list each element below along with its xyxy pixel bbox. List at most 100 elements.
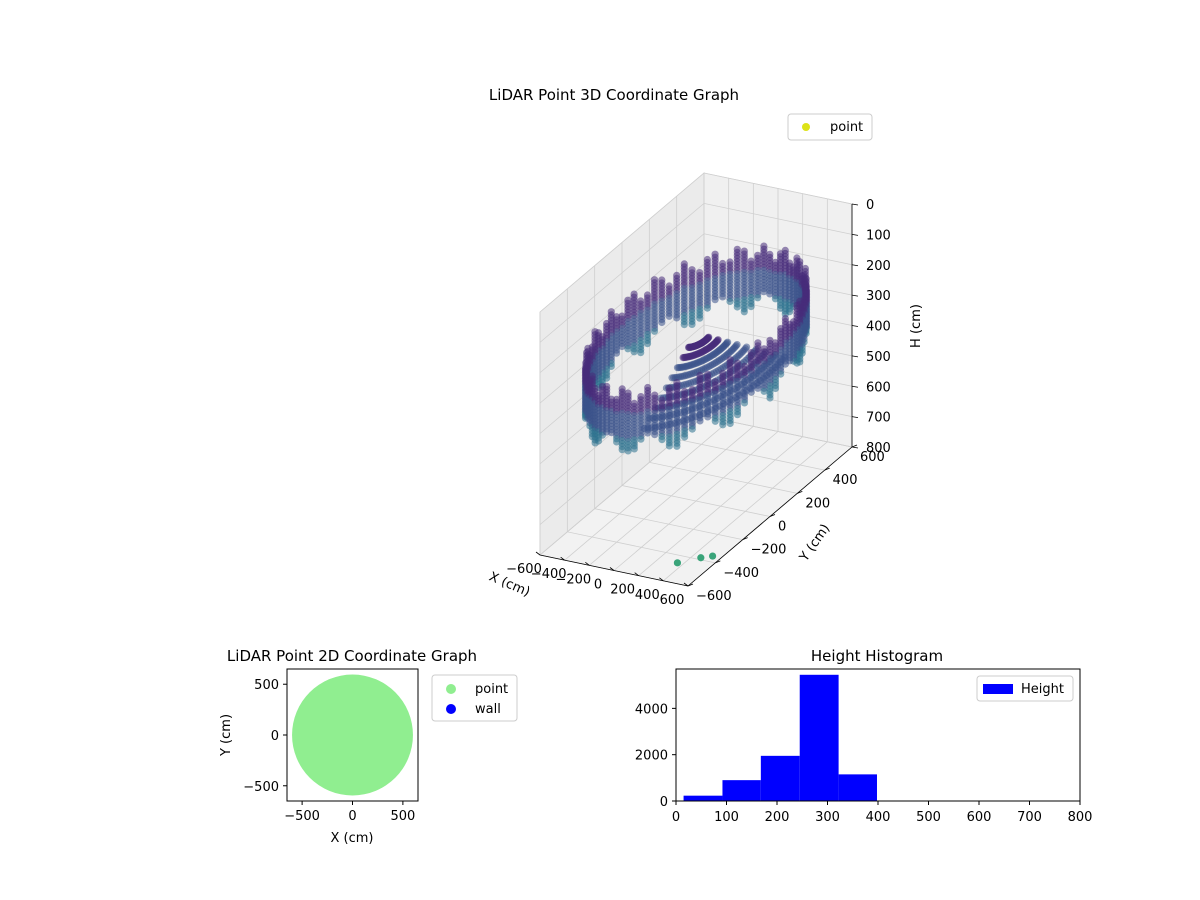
chart-2d: LiDAR Point 2D Coordinate Graph −500 0 500… <box>219 647 518 846</box>
z-tick <box>851 203 859 206</box>
chart-3d-points <box>581 242 811 567</box>
point-3d-outlier <box>673 559 682 567</box>
point-3d <box>643 340 652 348</box>
z-tick <box>851 416 859 419</box>
chart-3d-legend-label: point <box>830 120 863 135</box>
chart-2d-xlabel: X (cm) <box>331 831 374 846</box>
histogram-bar <box>760 755 800 801</box>
z-tick-label: 300 <box>866 289 891 304</box>
point-3d <box>624 345 632 353</box>
point-3d <box>766 290 774 298</box>
y-tick-label: 2000 <box>635 749 668 764</box>
point-3d <box>719 293 727 301</box>
chart-3d: LiDAR Point 3D Coordinate Graph −600−400… <box>487 86 924 608</box>
z-tick-label: 400 <box>866 320 891 335</box>
point-3d <box>680 321 688 329</box>
histogram-title: Height Histogram <box>811 647 943 665</box>
point-3d <box>637 435 645 443</box>
point-3d <box>665 312 673 320</box>
y-tick-label: −500 <box>243 780 279 795</box>
z-tick-label: 500 <box>866 350 891 365</box>
point-3d <box>650 327 659 335</box>
x-tick-label: 500 <box>390 809 415 824</box>
y-tick-label: −400 <box>723 566 759 581</box>
chart-2d-legend-marker-wall <box>446 704 456 714</box>
point-3d <box>771 384 780 393</box>
point-3d <box>681 433 689 441</box>
point-3d <box>613 438 621 446</box>
histogram-ticks: 0 100 200 300 400 500 600 700 800 0 2000 4000 <box>635 702 1093 825</box>
point-3d <box>740 399 749 407</box>
point-3d <box>711 296 719 304</box>
point-3d <box>673 442 681 450</box>
x-tick-label: 500 <box>916 810 941 825</box>
chart-3d-legend-box <box>787 113 873 141</box>
point-3d <box>726 297 734 306</box>
chart-2d-legend-marker-point <box>446 684 456 694</box>
histogram-bar <box>722 780 761 801</box>
chart-2d-point-cloud <box>292 674 413 796</box>
histogram-legend-box <box>976 675 1074 702</box>
point-3d <box>696 417 704 425</box>
point-3d <box>747 388 755 396</box>
point-3d <box>760 288 768 296</box>
z-tick-label: 0 <box>866 198 874 213</box>
chart-3d-legend-marker <box>802 123 810 131</box>
grid-z-line <box>539 354 853 495</box>
chart-3d-zlabel: H (cm) <box>909 304 924 348</box>
y-tick-label: 400 <box>833 473 858 488</box>
z-tick <box>851 355 859 358</box>
z-tick-label: 100 <box>866 228 891 243</box>
point-3d <box>691 342 699 350</box>
x-axis-line <box>539 554 689 587</box>
chart-2d-legend-label-point: point <box>475 682 508 697</box>
x-tick-label: 0 <box>594 578 602 593</box>
y-axis-line <box>687 446 853 587</box>
chart-histogram: Height Histogram 0 100 200 300 400 500 600 700 8… <box>635 647 1093 825</box>
histogram-bar <box>799 674 839 801</box>
y-tick-label: 500 <box>254 678 279 693</box>
histogram-legend-label: Height <box>1021 682 1064 697</box>
x-tick-label: 800 <box>1068 810 1093 825</box>
z-tick-label: 200 <box>866 259 891 274</box>
histogram-bar <box>683 795 723 801</box>
point-3d <box>740 308 748 316</box>
y-tick <box>851 444 858 448</box>
point-3d <box>594 437 603 445</box>
z-tick <box>851 385 859 388</box>
point-3d <box>690 369 698 377</box>
y-tick-label: 0 <box>271 729 279 744</box>
chart-3d-ylabel: Y (cm) <box>796 521 833 565</box>
point-3d <box>711 417 719 425</box>
x-tick-label: 600 <box>967 810 992 825</box>
x-tick-label: 400 <box>866 810 891 825</box>
histogram-bar <box>838 774 877 801</box>
point-3d <box>719 421 727 429</box>
chart-3d-ticks: −600−400−200 0 200 400 600 −600−400−200020040… <box>506 198 891 608</box>
x-tick-label: 0 <box>672 810 680 825</box>
point-3d <box>630 348 638 356</box>
point-3d <box>637 349 645 357</box>
point-3d <box>704 413 712 421</box>
x-tick-label: 400 <box>635 588 660 603</box>
point-3d <box>703 304 712 312</box>
x-tick-label: 100 <box>714 810 739 825</box>
z-tick <box>851 233 859 236</box>
point-3d <box>630 445 638 453</box>
x-tick-label: −200 <box>555 572 591 587</box>
grid-z-line <box>539 233 853 374</box>
x-tick-label: 600 <box>660 593 685 608</box>
point-3d <box>658 436 666 444</box>
x-tick-label: −600 <box>506 562 542 577</box>
point-3d <box>624 447 632 455</box>
point-3d-outlier <box>697 554 705 562</box>
x-tick <box>535 551 541 556</box>
point-3d <box>691 351 699 359</box>
x-tick-label: −500 <box>284 809 320 824</box>
grid-z-line <box>539 172 853 313</box>
point-3d <box>726 419 734 428</box>
histogram-legend-swatch <box>983 684 1013 694</box>
y-tick-label: −600 <box>696 589 732 604</box>
point-3d <box>689 378 697 386</box>
